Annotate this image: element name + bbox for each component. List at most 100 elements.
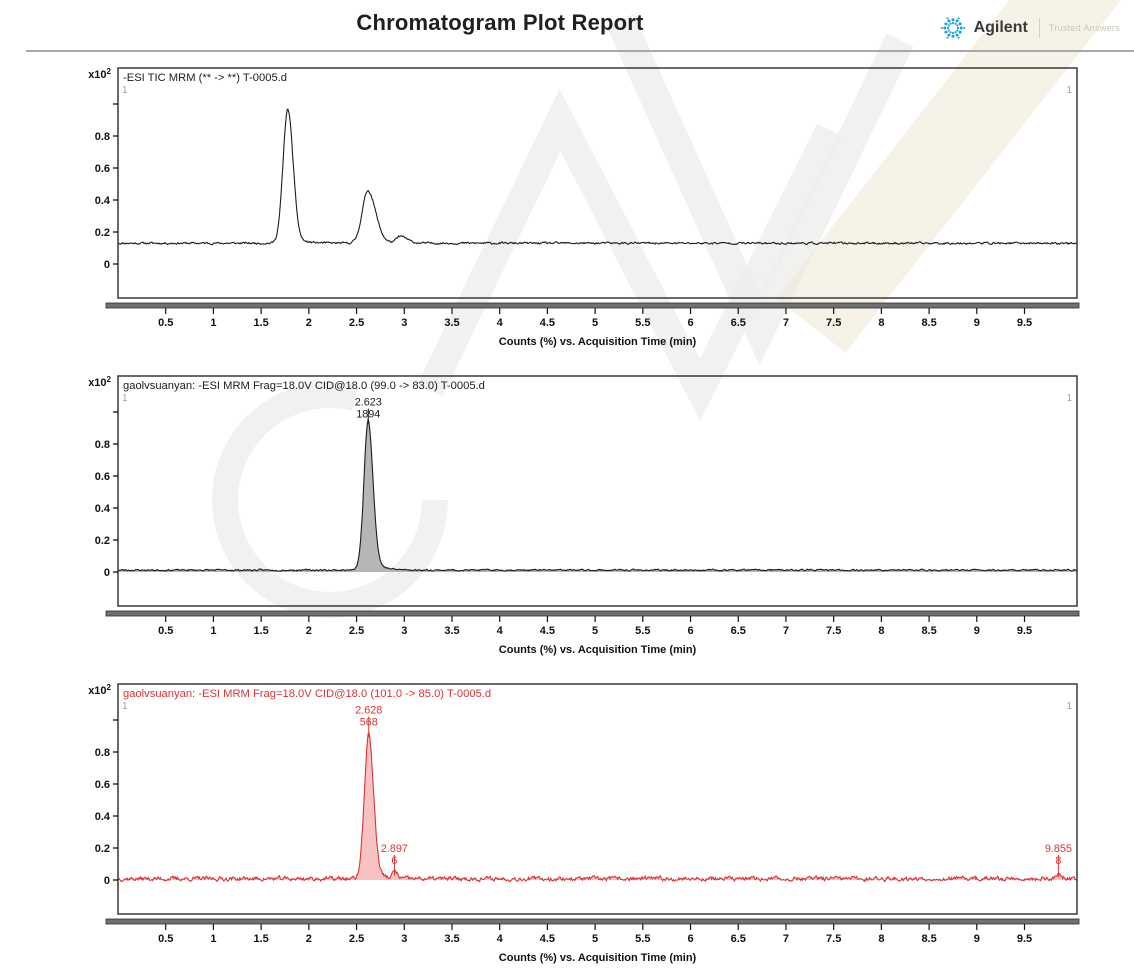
chromatogram-trace <box>118 108 1077 246</box>
logo-dot <box>948 22 952 25</box>
x-tick-label: 4 <box>497 625 504 637</box>
x-tick-label: 8 <box>878 317 884 329</box>
x-tick-label: 3.5 <box>444 317 459 329</box>
logo-dot <box>955 29 958 32</box>
x-tick-label: 9 <box>974 625 980 637</box>
segment-marker-right: 1 <box>1066 393 1072 404</box>
x-tick-label: 0.5 <box>158 625 173 637</box>
x-axis-bar <box>105 610 1080 617</box>
segment-marker-right: 1 <box>1066 85 1072 96</box>
logo-dot <box>951 34 955 38</box>
logo-dot <box>955 33 959 37</box>
peak-rt-label: 2.897 <box>381 843 408 855</box>
x-tick-label: 6.5 <box>731 317 746 329</box>
x-tick-label: 3.5 <box>444 625 459 637</box>
y-tick-label: 0.6 <box>95 163 110 175</box>
peak-fill <box>118 419 1077 572</box>
x-tick-label: 1.5 <box>253 933 268 945</box>
x-tick-label: 0.5 <box>158 317 173 329</box>
x-tick-label: 3 <box>401 625 407 637</box>
chromatogram-panels: -ESI TIC MRM (** -> **) T-0005.d x102 0 0.2… <box>0 52 1134 968</box>
logo-dot <box>959 26 963 30</box>
chromatogram-plot-mrm-99-83: gaolvsuanyan: -ESI MRM Frag=18.0V CID@18… <box>88 375 1080 656</box>
peak-rt-label: 9.855 <box>1045 843 1072 855</box>
x-tick-label: 6 <box>687 317 693 329</box>
header-rule <box>26 50 1134 52</box>
chromatogram-panel-mrm-101-85: gaolvsuanyan: -ESI MRM Frag=18.0V CID@18… <box>56 676 1134 968</box>
logo-dot <box>951 31 954 35</box>
logo-dot <box>947 29 950 32</box>
logo-dot <box>948 31 952 34</box>
x-tick-label: 8 <box>878 933 884 945</box>
y-tick-label: 0.4 <box>95 503 111 515</box>
x-tick-label: 1 <box>210 933 216 945</box>
logo-dot <box>955 24 958 27</box>
plot-border <box>117 683 1078 915</box>
x-tick-label: 7.5 <box>826 933 841 945</box>
logo-dot <box>940 27 943 29</box>
logo-dot <box>951 18 955 22</box>
x-tick-label: 8.5 <box>921 625 936 637</box>
logo-dot <box>962 27 965 29</box>
y-tick-label: 0.4 <box>95 811 111 823</box>
y-tick-label: 0.4 <box>95 195 111 207</box>
x-tick-label: 1 <box>210 317 216 329</box>
x-tick-label: 6.5 <box>731 933 746 945</box>
x-tick-label: 9 <box>974 317 980 329</box>
x-tick-label: 2 <box>306 625 312 637</box>
peak-rt-label: 2.623 <box>355 397 382 409</box>
x-tick-label: 5 <box>592 625 598 637</box>
brand-tagline: Trusted Answers <box>1048 23 1120 33</box>
plot-border <box>117 67 1078 299</box>
y-tick-label: 0.2 <box>95 227 110 239</box>
x-tick-label: 7 <box>783 317 789 329</box>
x-tick-label: 7.5 <box>826 625 841 637</box>
panel-title: gaolvsuanyan: -ESI MRM Frag=18.0V CID@18… <box>123 380 485 392</box>
agilent-logo-icon <box>940 17 965 39</box>
logo-dot <box>958 22 962 26</box>
x-axis-title: Counts (%) vs. Acquisition Time (min) <box>499 336 697 348</box>
x-tick-label: 4.5 <box>540 933 555 945</box>
x-tick-label: 9.5 <box>1017 933 1032 945</box>
logo-dot <box>953 31 957 34</box>
chromatogram-trace <box>118 731 1077 883</box>
segment-marker-left: 1 <box>122 393 128 404</box>
x-tick-label: 9.5 <box>1017 625 1032 637</box>
x-tick-label: 6.5 <box>731 625 746 637</box>
logo-dot <box>958 30 962 34</box>
peak-fill <box>118 732 1077 882</box>
page-title: Chromatogram Plot Report <box>356 10 644 35</box>
x-tick-label: 2 <box>306 933 312 945</box>
x-tick-label: 3 <box>401 317 407 329</box>
x-tick-label: 8.5 <box>921 933 936 945</box>
chromatogram-panel-mrm-99-83: gaolvsuanyan: -ESI MRM Frag=18.0V CID@18… <box>56 368 1134 660</box>
x-axis-title: Counts (%) vs. Acquisition Time (min) <box>499 644 697 656</box>
y-tick-label: 0.8 <box>95 439 110 451</box>
x-tick-label: 2.5 <box>349 933 364 945</box>
chromatogram-plot-mrm-101-85: gaolvsuanyan: -ESI MRM Frag=18.0V CID@18… <box>88 683 1080 964</box>
x-tick-label: 8 <box>878 625 884 637</box>
logo-dot <box>945 17 948 20</box>
peak-rt-label: 2.628 <box>355 705 382 717</box>
y-tick-label: 0.2 <box>95 843 110 855</box>
x-tick-label: 4.5 <box>540 625 555 637</box>
logo-dot <box>943 22 947 26</box>
logo-dot <box>942 26 946 30</box>
y-tick-label: 0.8 <box>95 131 110 143</box>
x-tick-label: 2.5 <box>349 625 364 637</box>
chromatogram-panel-tic: -ESI TIC MRM (** -> **) T-0005.d x102 0 0.2… <box>56 60 1134 352</box>
y-tick-label: 0 <box>104 259 110 271</box>
x-tick-label: 9.5 <box>1017 317 1032 329</box>
x-tick-label: 2.5 <box>349 317 364 329</box>
y-scale-label: x102 <box>88 67 111 81</box>
x-tick-label: 3 <box>401 933 407 945</box>
logo-dot <box>943 30 947 34</box>
logo-dot <box>947 24 950 27</box>
logo-dot <box>951 21 954 25</box>
logo-dot <box>946 19 950 23</box>
agilent-brand: Agilent Trusted Answers <box>939 14 1120 42</box>
x-tick-label: 5.5 <box>635 625 650 637</box>
segment-marker-right: 1 <box>1066 701 1072 712</box>
